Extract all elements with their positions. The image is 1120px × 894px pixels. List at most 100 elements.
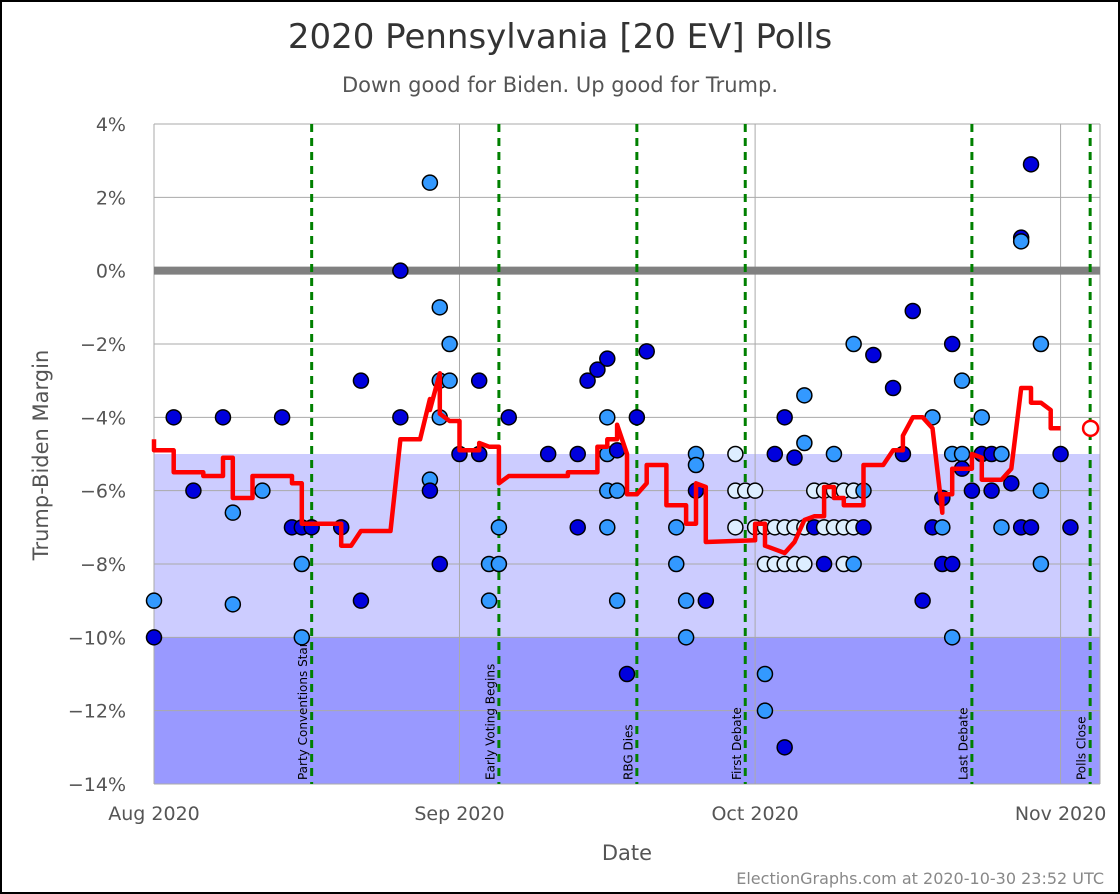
poll-point xyxy=(993,519,1010,536)
poll-point xyxy=(668,555,685,573)
poll-point xyxy=(224,596,242,613)
y-tick-label: −6% xyxy=(80,481,126,503)
event-lines: Party Conventions Start Early Voting Begi… xyxy=(296,124,1092,784)
poll-point xyxy=(421,174,439,191)
poll-point xyxy=(825,445,843,463)
poll-point xyxy=(539,445,557,463)
poll-point xyxy=(727,519,744,536)
poll-point xyxy=(628,409,646,426)
poll-point xyxy=(490,555,508,573)
chart-title: 2020 Pennsylvania [20 EV] Polls xyxy=(288,17,832,57)
poll-point xyxy=(727,445,744,463)
x-tick-label: Nov 2020 xyxy=(1015,803,1106,825)
y-tick-label: −4% xyxy=(80,407,126,429)
poll-point xyxy=(1003,475,1020,492)
poll-point xyxy=(165,409,182,426)
poll-point xyxy=(608,592,626,609)
y-tick-label: −12% xyxy=(68,701,126,723)
poll-point xyxy=(1062,519,1079,536)
poll-point xyxy=(1032,482,1050,499)
poll-point xyxy=(904,302,922,320)
poll-point xyxy=(776,739,793,756)
poll-point xyxy=(845,555,862,573)
poll-point xyxy=(756,665,774,683)
poll-point xyxy=(943,629,961,646)
poll-point xyxy=(421,482,439,499)
poll-point xyxy=(599,519,616,536)
poll-point xyxy=(569,519,586,536)
average-trend-line xyxy=(151,371,1061,556)
poll-point xyxy=(815,555,833,573)
poll-point xyxy=(914,592,931,609)
average-line xyxy=(151,371,1100,556)
event-label: Party Conventions Start xyxy=(296,637,310,780)
poll-point xyxy=(766,445,784,463)
x-axis-ticks: Aug 2020 Sep 2020 Oct 2020 Nov 2020 xyxy=(108,803,1106,825)
y-tick-label: −2% xyxy=(80,334,126,356)
poll-point xyxy=(855,519,872,536)
poll-point xyxy=(1032,555,1050,573)
poll-point xyxy=(214,409,232,426)
poll-point xyxy=(392,262,409,279)
poll-points xyxy=(145,156,1079,756)
poll-point xyxy=(185,482,202,499)
poll-point xyxy=(796,555,813,573)
poll-point xyxy=(1052,445,1069,463)
y-tick-label: −14% xyxy=(68,774,126,796)
y-tick-label: −8% xyxy=(80,554,126,576)
y-axis-label: Trump-Biden Margin xyxy=(29,350,53,562)
poll-point xyxy=(579,372,596,389)
poll-point xyxy=(746,482,764,499)
event-label: First Debate xyxy=(730,707,744,780)
y-axis-ticks: 4% 2% 0% −2% −4% −6% −8% −10% −12% −14% xyxy=(68,114,126,796)
poll-point xyxy=(441,372,458,389)
poll-point xyxy=(934,519,951,536)
poll-point xyxy=(865,346,882,364)
poll-point xyxy=(776,409,793,426)
poll-point xyxy=(953,445,971,463)
poll-point xyxy=(431,299,449,316)
poll-point xyxy=(431,555,449,573)
x-tick-label: Sep 2020 xyxy=(414,803,504,825)
x-tick-label: Oct 2020 xyxy=(711,803,798,825)
poll-point xyxy=(618,665,636,683)
x-tick-label: Aug 2020 xyxy=(108,803,200,825)
poll-point xyxy=(352,592,370,609)
poll-point xyxy=(756,702,774,719)
poll-point xyxy=(796,434,813,452)
poll-point xyxy=(608,482,626,499)
poll-point xyxy=(500,409,517,426)
poll-point xyxy=(668,519,685,536)
poll-point xyxy=(1022,156,1040,173)
event-label: Last Debate xyxy=(956,708,970,780)
poll-point xyxy=(796,387,813,404)
poll-point xyxy=(273,409,291,426)
event-label: RBG Dies xyxy=(621,724,635,780)
poll-point xyxy=(884,379,902,397)
poll-point xyxy=(993,445,1010,463)
poll-point xyxy=(470,372,488,389)
y-tick-label: −10% xyxy=(68,627,126,649)
poll-point xyxy=(224,504,242,521)
poll-point xyxy=(145,592,163,609)
poll-point xyxy=(983,482,1000,499)
poll-point xyxy=(293,629,311,646)
poll-point xyxy=(441,335,458,353)
poll-point xyxy=(293,555,311,573)
poll-point xyxy=(845,335,862,353)
poll-point xyxy=(392,409,409,426)
poll-point xyxy=(973,409,990,426)
poll-point xyxy=(599,409,616,426)
poll-point xyxy=(569,445,586,463)
poll-point xyxy=(599,350,616,367)
y-tick-label: 0% xyxy=(96,261,126,283)
poll-point xyxy=(145,629,163,646)
event-label: Polls Close xyxy=(1075,716,1089,780)
poll-point xyxy=(687,456,705,474)
event-label: Early Voting Begins xyxy=(483,664,497,780)
poll-point xyxy=(480,592,498,609)
current-average-marker xyxy=(1081,419,1100,438)
poll-point xyxy=(697,592,715,609)
poll-point xyxy=(490,519,508,536)
poll-point xyxy=(677,629,695,646)
